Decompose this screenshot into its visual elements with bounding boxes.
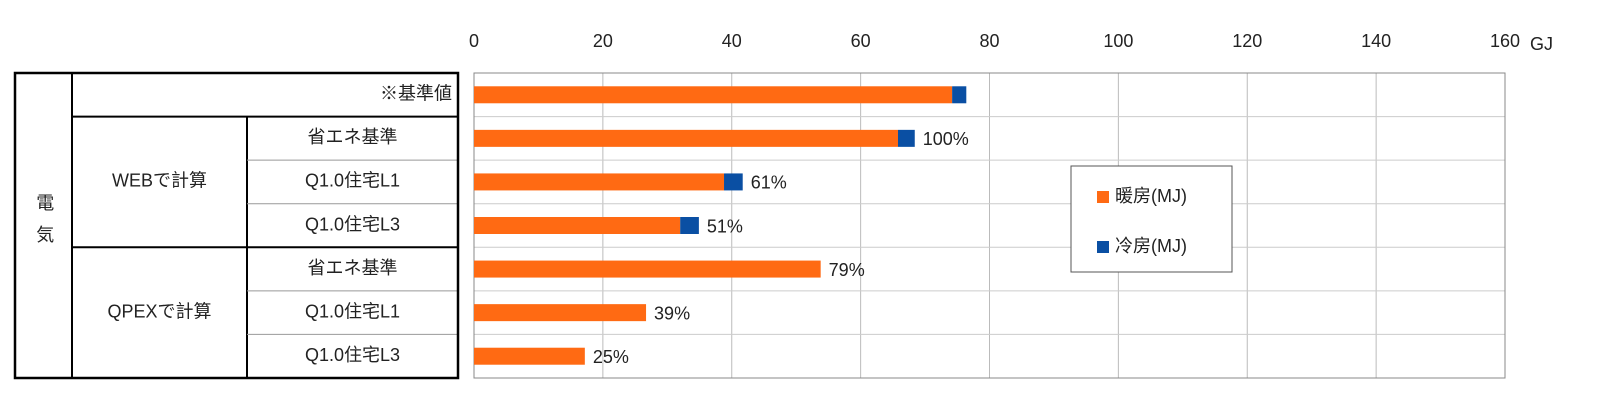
bar-annotation: 51% — [707, 216, 743, 236]
x-tick-label: 120 — [1232, 31, 1262, 51]
row-label: Q1.0住宅L3 — [305, 345, 400, 365]
bar-annotation: 61% — [751, 173, 787, 193]
row-label: 省エネ基準 — [308, 127, 398, 147]
x-unit: GJ — [1530, 34, 1553, 54]
legend-box — [1070, 165, 1233, 273]
bar — [680, 217, 699, 234]
bar — [474, 304, 647, 322]
bar-annotation: 79% — [829, 260, 865, 280]
bar — [474, 173, 725, 191]
bar — [474, 217, 681, 234]
row-label: Q1.0住宅L1 — [305, 301, 400, 321]
row-label: 省エネ基準 — [308, 258, 398, 278]
x-tick-label: 140 — [1361, 31, 1391, 51]
bar — [474, 86, 953, 104]
legend-label: 暖房(MJ) — [1115, 186, 1187, 206]
bar-annotation: 100% — [923, 129, 969, 149]
row-label: Q1.0住宅L1 — [305, 171, 400, 191]
x-tick-label: 20 — [593, 31, 613, 51]
bar — [897, 129, 915, 147]
bar — [474, 260, 821, 278]
bar-annotation: 25% — [593, 347, 629, 367]
group-label: QPEXで計算 — [107, 301, 211, 321]
x-tick-label: 100 — [1103, 31, 1133, 51]
bar-annotation: 39% — [654, 303, 690, 323]
row-label: Q1.0住宅L3 — [305, 214, 400, 234]
legend-label: 冷房(MJ) — [1115, 236, 1187, 256]
row-header: 電気 — [34, 193, 54, 257]
legend-swatch — [1097, 191, 1109, 203]
x-tick-label: 40 — [722, 31, 742, 51]
x-tick-label: 80 — [979, 31, 999, 51]
group-label: WEBで計算 — [112, 171, 207, 191]
bar — [952, 86, 967, 104]
x-tick-label: 160 — [1490, 31, 1520, 51]
bar — [474, 347, 585, 365]
bar — [724, 173, 743, 191]
row-label: ※基準値 — [380, 84, 452, 104]
x-tick-label: 60 — [851, 31, 871, 51]
legend-swatch — [1097, 241, 1109, 253]
bar — [474, 129, 898, 147]
table-border — [13, 71, 460, 380]
x-tick-label: 0 — [469, 31, 479, 51]
